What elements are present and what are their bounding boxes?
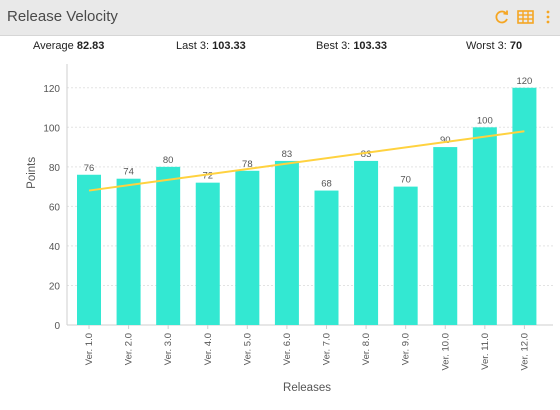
refresh-icon[interactable]: [494, 7, 512, 27]
y-tick-label: 100: [43, 123, 60, 134]
widget-title: Release Velocity: [7, 8, 118, 25]
trend-line: [88, 130, 525, 192]
stat-last3-label: Last 3:: [176, 40, 210, 52]
bar: [314, 190, 339, 325]
data-label: 90: [440, 135, 451, 146]
y-tick-label: 40: [49, 242, 61, 253]
x-tick-label: Ver. 10.0: [440, 333, 451, 371]
y-axis-title: Points: [26, 157, 38, 189]
x-axis-title: Releases: [283, 382, 331, 394]
y-tick-label: 20: [49, 281, 61, 292]
stat-best3-value: 103.33: [353, 40, 387, 52]
data-label: 83: [361, 149, 372, 160]
x-tick-label: Ver. 3.0: [163, 333, 174, 365]
widget-header: Release Velocity: [0, 0, 560, 36]
bar: [512, 87, 537, 325]
stat-worst3-value: 70: [509, 40, 523, 52]
stat-best3-label: Best 3:: [316, 40, 351, 52]
x-tick-label: Ver. 1.0: [84, 333, 95, 365]
bar: [274, 160, 299, 325]
x-tick-label: Ver. 7.0: [322, 333, 333, 365]
stat-worst3: Worst 3: 70: [466, 40, 522, 52]
stat-last3: Last 3: 103.33: [176, 40, 246, 52]
data-label: 83: [282, 149, 293, 160]
data-label: 68: [321, 179, 332, 190]
bar: [77, 174, 101, 325]
y-tick-label: 80: [49, 163, 61, 174]
more-vertical-icon[interactable]: [544, 7, 552, 27]
data-label: 120: [516, 76, 532, 87]
grid-icon[interactable]: [517, 7, 535, 27]
stat-average-label: Average: [33, 40, 74, 52]
stat-average-value: 82.83: [76, 40, 105, 52]
data-label: 74: [123, 167, 134, 178]
x-tick-label: Ver. 4.0: [203, 333, 214, 365]
stat-last3-value: 103.33: [212, 40, 246, 52]
y-tick-label: 60: [49, 202, 61, 213]
bar: [156, 166, 181, 325]
data-label: 80: [163, 155, 174, 166]
stat-best3: Best 3: 103.33: [316, 40, 387, 52]
stats-bar: Average 82.83 Last 3: 103.33 Best 3: 103…: [0, 36, 560, 58]
x-tick-label: Ver. 11.0: [480, 333, 491, 370]
bar: [472, 127, 497, 325]
bar: [433, 147, 458, 325]
x-tick-label: Ver. 6.0: [282, 333, 293, 365]
x-tick-label: Ver. 9.0: [401, 333, 412, 365]
stat-worst3-label: Worst 3:: [466, 40, 507, 52]
x-tick-label: Ver. 12.0: [519, 333, 530, 371]
y-tick-label: 0: [54, 321, 60, 332]
bar: [393, 186, 418, 325]
data-label: 100: [477, 115, 493, 126]
stat-average: Average 82.83: [33, 40, 104, 52]
bar: [354, 160, 379, 325]
bar: [116, 178, 141, 325]
bar: [195, 182, 220, 325]
data-label: 76: [84, 163, 95, 174]
x-tick-label: Ver. 5.0: [242, 333, 253, 365]
y-tick-label: 120: [43, 84, 60, 95]
x-tick-label: Ver. 2.0: [124, 333, 135, 365]
velocity-chart: 0 20 40 60 80 100 120 76 Ver. 1.0 74 Ver. 2.0 80 Ver…: [26, 64, 553, 394]
x-tick-label: Ver. 8.0: [361, 333, 372, 365]
data-label: 70: [400, 175, 411, 186]
bar: [235, 170, 260, 325]
data-label: 72: [202, 171, 213, 182]
data-label: 78: [242, 159, 253, 170]
